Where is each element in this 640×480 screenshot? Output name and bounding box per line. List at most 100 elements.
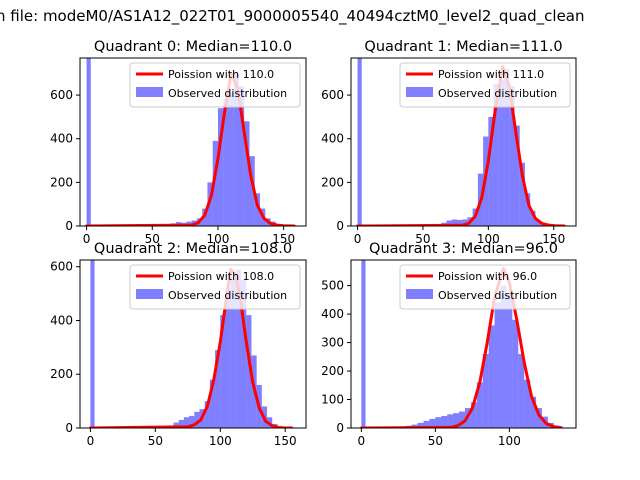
x-tick-label: 0 [354,232,362,246]
legend-label-poisson: Poission with 110.0 [168,68,274,81]
histogram-bar [435,417,442,428]
legend-label-observed: Observed distribution [438,289,557,302]
y-tick-label: 500 [321,279,344,293]
histogram-bar [470,402,477,428]
histogram-bar [217,108,224,226]
y-tick-label: 400 [321,132,344,146]
histogram-bar [447,414,454,428]
histogram-bar [524,193,531,226]
x-tick-label: 100 [477,232,500,246]
plot-area [356,58,566,226]
histogram-bar [530,210,536,226]
y-tick-label: 100 [321,393,344,407]
chart-title: Quadrant 2: Median=108.0 [94,241,292,257]
legend: Poission with 111.0 Observed distribution [399,62,571,108]
legend-label-poisson: Poission with 96.0 [438,270,537,283]
legend-patch-swatch [136,289,163,299]
y-tick-label: 0 [65,421,73,435]
x-tick-label: 150 [542,232,565,246]
chart-title: Quadrant 0: Median=110.0 [94,39,292,55]
histogram-bar [241,280,247,428]
legend-patch-swatch [406,289,433,299]
axes-frame [79,259,307,429]
y-tick-label: 300 [321,336,344,350]
histogram-bar [204,401,210,428]
legend-label-poisson: Poission with 111.0 [438,68,544,81]
chart-panel-3: 0 50 100 0 100 200 300 400 500 Quadrant 3: Median… [321,241,577,448]
legend: Poission with 96.0 Observed distribution [399,264,571,310]
legend-box [129,62,301,108]
histogram-bar [189,415,195,428]
y-tick-label: 400 [321,307,344,321]
x-tick-label: 0 [87,434,95,448]
y-tick-label: 600 [50,88,73,102]
legend-label-poisson: Poission with 108.0 [168,270,274,283]
histogram-bar [509,86,515,226]
x-tick-label: 50 [415,232,430,246]
y-tick-label: 400 [50,132,73,146]
y-tick-label: 200 [50,175,73,189]
histogram-bar [518,353,525,428]
histogram-bar [249,156,255,226]
chart-title: Quadrant 3: Median=96.0 [369,241,558,257]
histogram-bar [173,422,179,428]
plot-area [85,58,296,226]
axes-frame [79,57,307,227]
histogram-bar [530,396,537,428]
chart-panel-2: 0 50 100 150 0 200 400 600 Quadrant 2: Median=10… [50,241,307,448]
chart-title: Quadrant 1: Median=111.0 [364,39,562,55]
histogram-bar [223,99,229,226]
histogram-bar [183,417,190,428]
histogram-bar [512,319,519,428]
histogram-bar [235,269,242,428]
histogram-bar [519,162,525,226]
chart-panel-1: 0 50 100 150 0 200 400 600 Quadrant 1: Median=11… [321,39,577,246]
x-tick-label: 100 [498,434,521,448]
histogram-bar [482,353,489,428]
histogram-bar [178,419,184,428]
histogram-bar [228,92,234,226]
x-tick-label: 100 [209,434,232,448]
histogram-bar [230,277,236,428]
axes-frame [350,57,577,227]
histogram-bar [209,379,216,428]
y-tick-label: 0 [336,421,344,435]
x-tick-label: 150 [272,232,295,246]
histogram-bar [462,219,468,226]
histogram-bar [194,411,200,428]
histogram-bar [417,422,424,428]
y-tick-label: 200 [50,367,73,381]
x-tick-label: 50 [148,434,163,448]
histogram-bar [451,219,457,226]
legend-box [399,264,571,310]
histogram-bar [225,288,231,428]
histogram-bar [233,73,239,226]
y-tick-label: 400 [50,313,73,327]
y-tick-label: 200 [321,175,344,189]
histogram-bar [215,350,221,428]
histogram-bar [504,68,510,226]
histogram-bar [498,79,505,226]
x-tick-label: 50 [428,434,443,448]
histogram-bar [524,379,531,428]
histogram-bar [494,302,501,428]
legend-label-observed: Observed distribution [168,289,287,302]
histogram-bar [246,315,252,428]
histogram-bar [535,220,541,226]
histogram-bar [244,121,250,226]
histogram-bar [476,382,483,428]
legend-box [129,264,301,310]
histogram-bar [514,125,520,226]
figure-suptitle: n file: modeM0/AS1A12_022T01_9000005540_… [0,7,585,26]
chart-panel-0: 0 50 100 150 0 200 400 600 Quadrant 0: Median=11… [50,39,307,246]
histogram-bar [488,116,494,226]
legend-label-observed: Observed distribution [168,87,287,100]
histogram-bar [453,413,460,428]
histogram-bar [506,294,513,428]
histogram-bar [488,325,495,428]
histogram-bar [536,408,542,428]
y-tick-label: 600 [321,88,344,102]
x-tick-label: 0 [358,434,366,448]
histogram-bar [207,182,213,226]
